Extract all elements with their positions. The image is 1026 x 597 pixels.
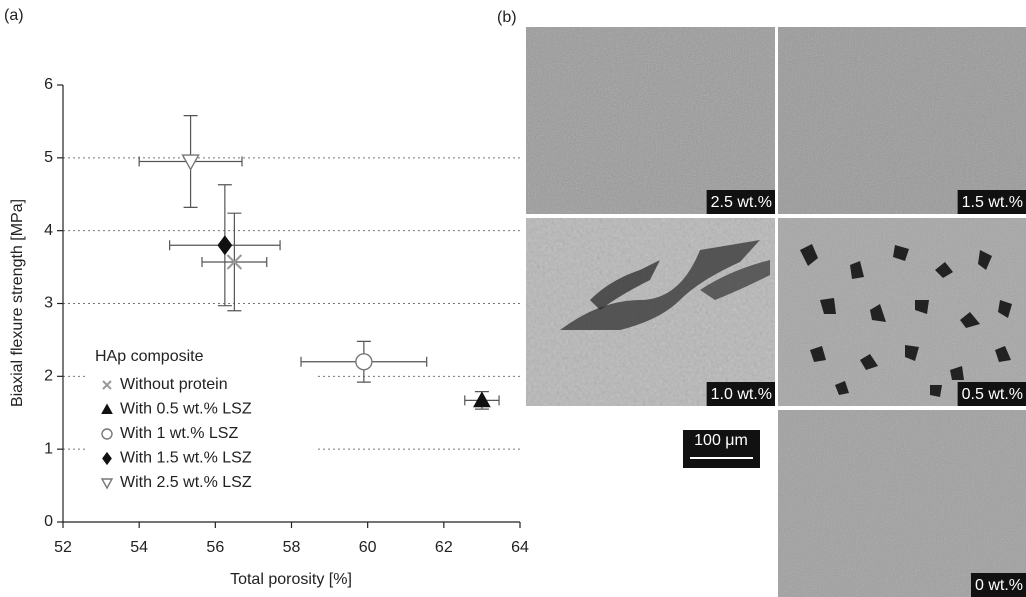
legend-marker [101,403,113,414]
x-tick-label: 60 [359,539,377,556]
legend-label: Without protein [120,376,228,393]
data-point [355,353,373,371]
x-tick-label: 56 [206,539,224,556]
legend-label: With 1 wt.% LSZ [120,425,238,442]
data-point [217,235,233,256]
legend-title: HAp composite [95,348,204,365]
x-tick-label: 64 [511,539,529,556]
y-tick-label: 2 [44,368,53,385]
legend-entry: With 1 wt.% LSZ [101,425,238,442]
micrograph-label-box [970,573,1026,597]
legend-entry: With 1.5 wt.% LSZ [102,450,252,467]
data-point [226,254,243,270]
micrograph-label-box [957,190,1026,214]
scale-bar-box [683,430,760,468]
legend-label: With 1.5 wt.% LSZ [120,450,252,467]
legend-entry: Without protein [102,376,228,393]
micrograph-labels: 2.5 wt.% 1.5 wt.% 1.0 wt.% 0.5 wt.% 0 wt.% [706,190,1026,597]
legend-marker [101,428,113,440]
scale-bar-label: 100 μm [694,432,748,449]
legend-background [88,340,318,505]
legend-label: With 0.5 wt.% LSZ [120,401,252,418]
data-point [181,154,200,171]
legend-marker [102,380,112,390]
data-point [473,391,491,408]
panel-label: (b) [497,9,517,26]
x-tick-label: 52 [54,539,72,556]
y-axis-title: Biaxial flexure strength [MPa] [9,199,26,407]
legend-entry: With 0.5 wt.% LSZ [101,401,252,418]
micrograph-label-box [706,382,775,406]
x-tick-label: 62 [435,539,453,556]
legend-entry: With 2.5 wt.% LSZ [100,474,252,491]
y-tick-label: 5 [44,149,53,166]
y-tick-label: 1 [44,440,53,457]
micrograph [526,27,775,214]
micrograph-label-box [706,190,775,214]
x-tick-label: 58 [283,539,301,556]
micrograph-label: 1.0 wt.% [711,386,772,403]
x-tick-label: 54 [130,539,148,556]
micrograph [778,218,1026,406]
micrograph [778,410,1026,597]
y-tick-label: 4 [44,222,53,239]
micrograph-label-box [957,382,1026,406]
micrograph-label: 0.5 wt.% [962,386,1023,403]
panel-label: (a) [4,7,24,24]
micrograph [526,218,775,406]
micrograph-label: 0 wt.% [975,577,1023,594]
micrograph [778,27,1026,214]
y-tick-label: 0 [44,513,53,530]
micrograph-label: 2.5 wt.% [711,194,772,211]
y-tick-label: 6 [44,76,53,93]
x-axis-title: Total porosity [%] [230,571,352,588]
legend-marker [102,451,112,466]
micrograph-label: 1.5 wt.% [962,194,1023,211]
legend-marker [100,478,114,490]
legend-label: With 2.5 wt.% LSZ [120,474,252,491]
y-tick-label: 3 [44,295,53,312]
